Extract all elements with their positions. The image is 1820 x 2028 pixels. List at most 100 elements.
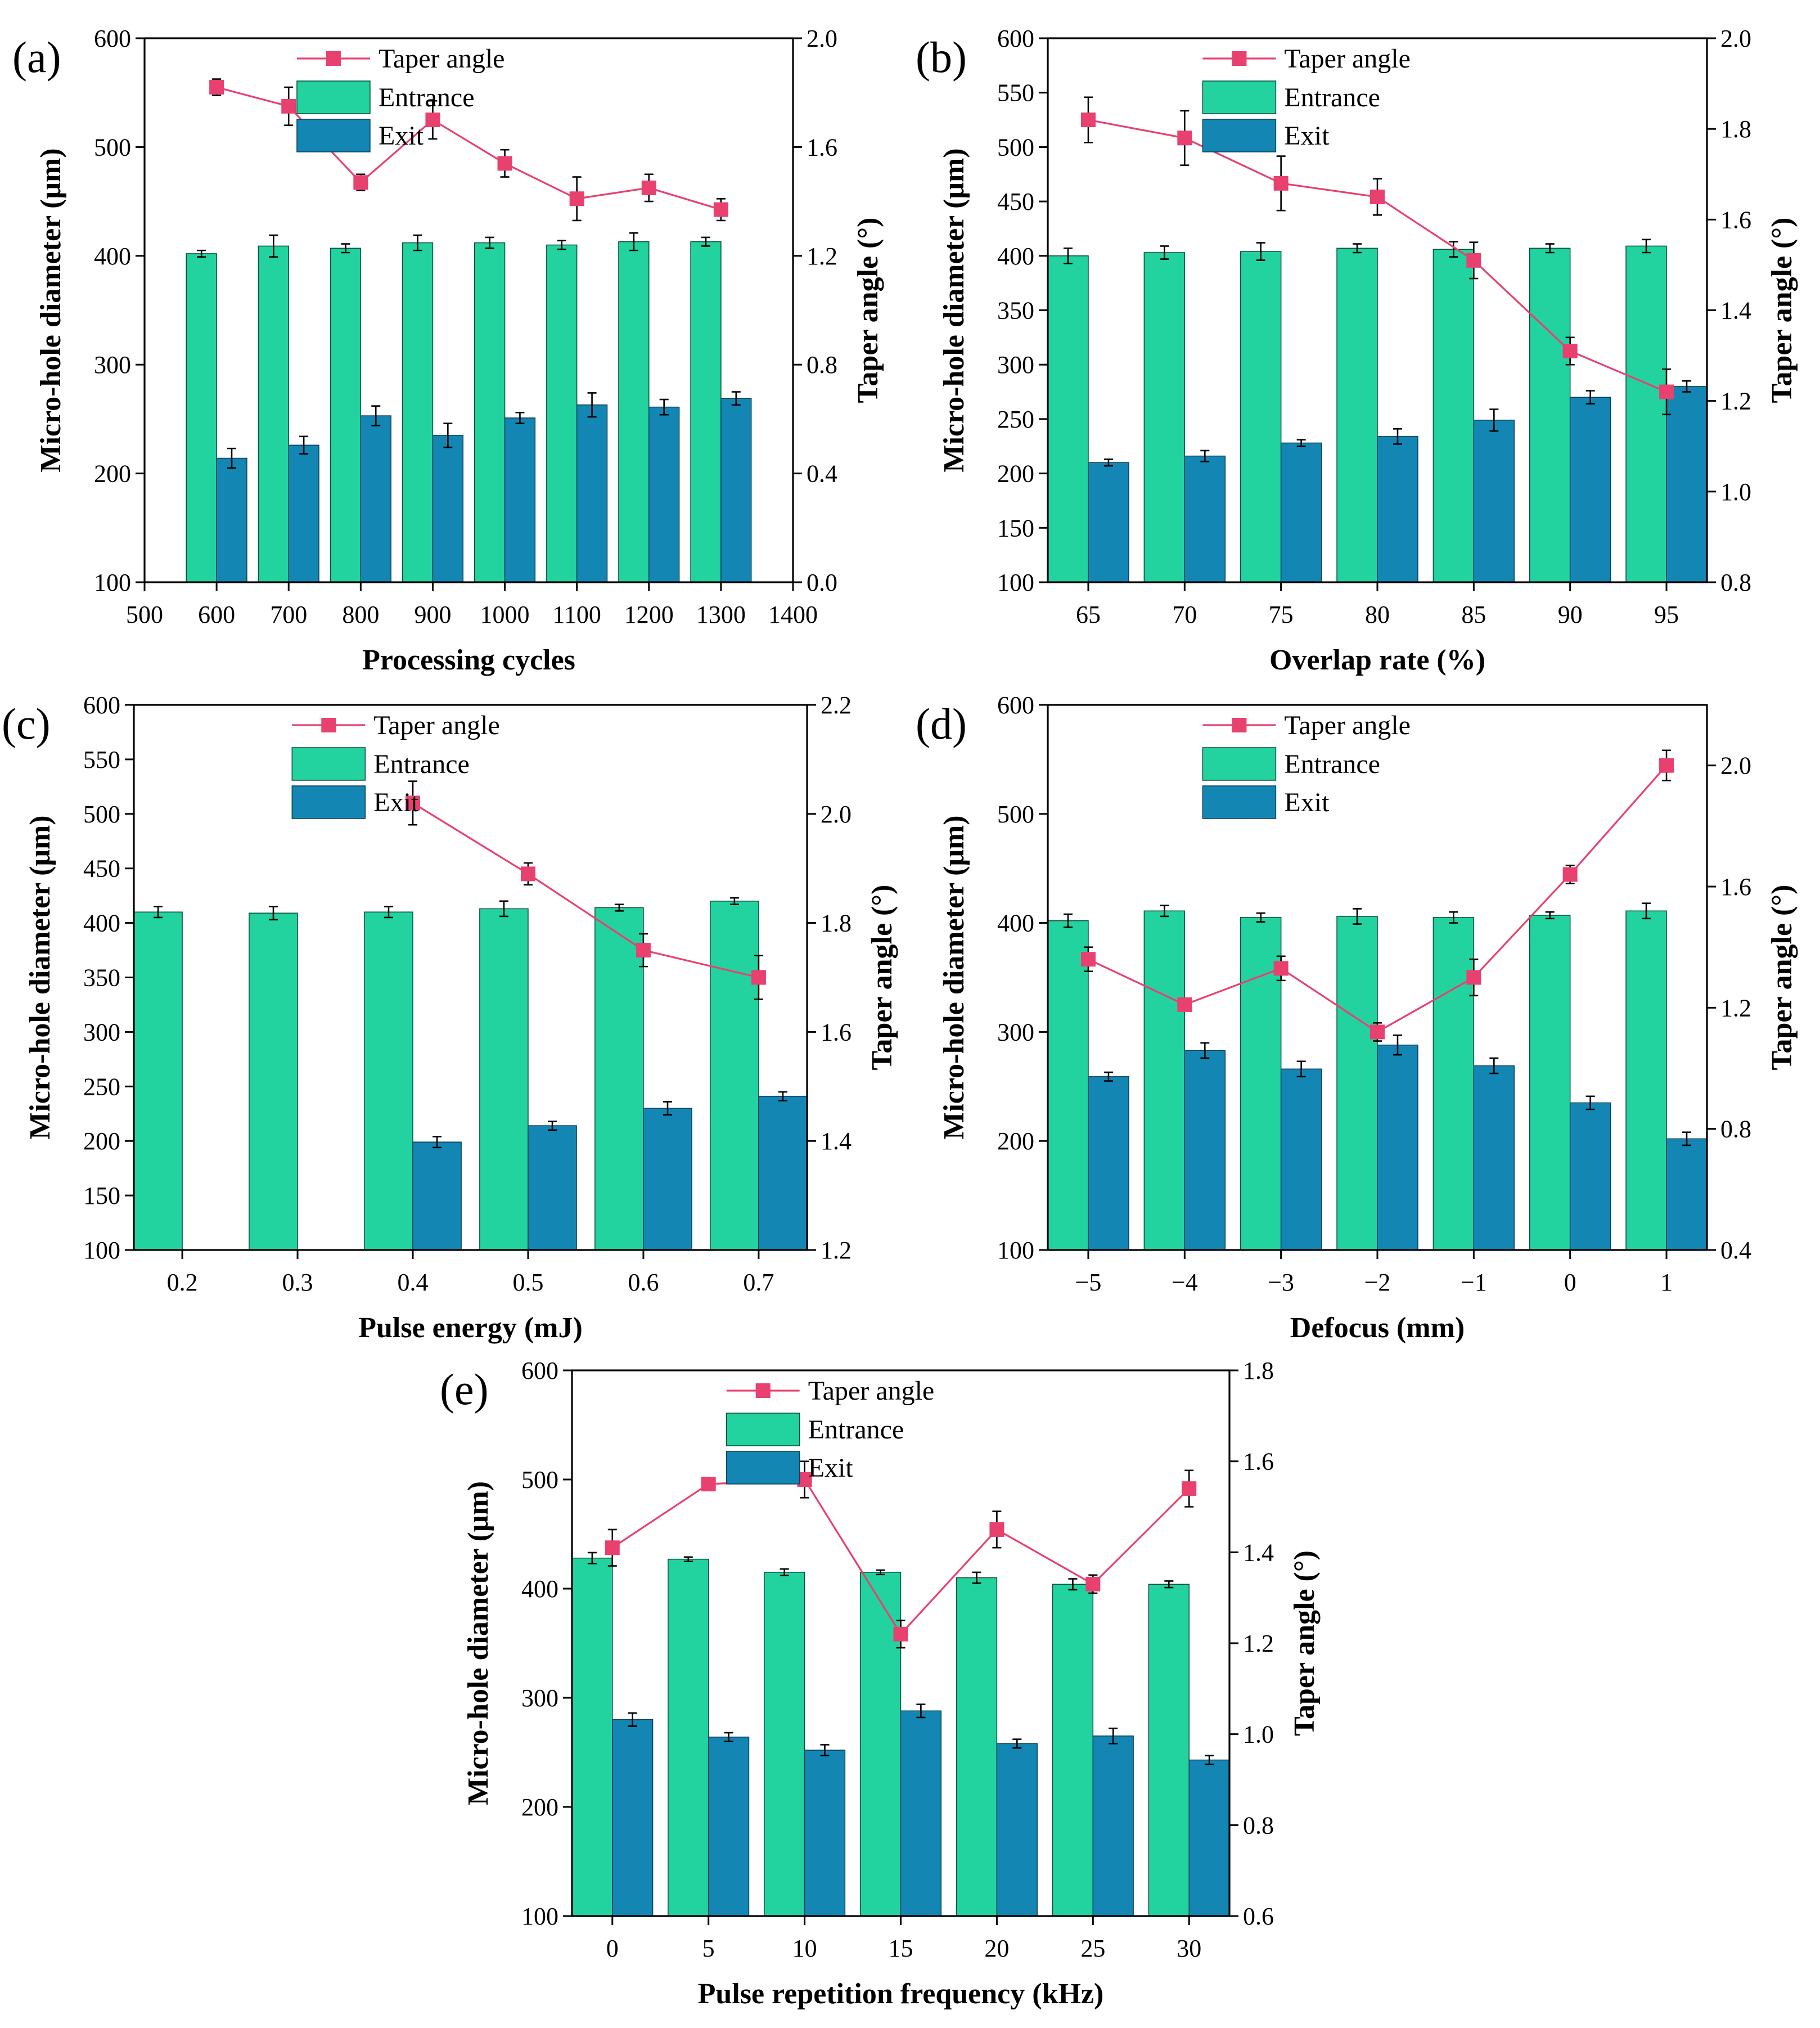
exit-bar-3 [900, 1710, 942, 1917]
taper-angle-point-6 [1659, 758, 1674, 773]
exit-bar-2 [1280, 442, 1322, 583]
legend-exit-swatch [296, 119, 371, 152]
y2-tick-label-2: 0.8 [807, 351, 837, 379]
taper-angle-point-5 [1562, 344, 1578, 359]
exit-bar-5 [1569, 397, 1611, 583]
y2-tick-label-1: 1.0 [1720, 478, 1751, 506]
entrance-bar-2 [764, 1572, 805, 1917]
exit-bar-5 [1569, 1102, 1611, 1251]
taper-angle-point-1 [701, 1477, 716, 1492]
legend: Taper angle Entrance Exit [296, 44, 504, 152]
y-tick-label-10: 600 [83, 691, 120, 719]
x-tick-label-4: 900 [414, 601, 451, 628]
entrance-bar-4 [1432, 917, 1475, 1251]
exit-bar-1 [708, 1737, 750, 1917]
chart-panel-0: 100 200 300 400 500 600 0.0 0.4 0.8 1.2 1.6 2.0 500 6… [12, 25, 884, 676]
taper-angle-point-3 [893, 1626, 908, 1642]
x-tick-label-6: 1100 [552, 601, 601, 628]
entrance-bar-5 [710, 901, 759, 1251]
x-tick-label-5: 25 [1080, 1935, 1105, 1962]
entrance-bar-4 [474, 242, 506, 583]
entrance-bar-5 [1052, 1584, 1094, 1917]
entrance-bar-6 [1625, 910, 1667, 1251]
y-tick-label-3: 400 [94, 242, 131, 270]
panel-label: (a) [12, 33, 61, 82]
y-tick-label-1: 200 [997, 1127, 1034, 1155]
entrance-bar-4 [1432, 249, 1475, 583]
x-tick-label-1: 600 [198, 601, 235, 628]
entrance-bar-3 [1336, 916, 1378, 1251]
y2-tick-label-4: 2.0 [1720, 752, 1751, 780]
taper-angle-point-4 [1466, 970, 1481, 985]
exit-bar-3 [1377, 1044, 1418, 1251]
taper-angle-point-1 [1177, 997, 1192, 1012]
exit-bar-4 [1473, 1065, 1515, 1251]
x-tick-label-3: 80 [1365, 601, 1390, 628]
y-tick-label-5: 350 [997, 297, 1034, 325]
panel-label: (e) [440, 1365, 489, 1414]
taper-angle-point-5 [569, 191, 584, 206]
y-axis-title: Micro-hole diameter (μm) [35, 148, 67, 472]
exit-bar-0 [1088, 1076, 1129, 1251]
y2-tick-label-2: 1.0 [1243, 1721, 1274, 1748]
legend: Taper angle Entrance Exit [291, 711, 500, 819]
y-tick-label-2: 300 [94, 351, 131, 379]
exit-bar-1 [1184, 1050, 1226, 1251]
y-axis-title: Micro-hole diameter (μm) [462, 1481, 494, 1805]
x-tick-label-3: −2 [1364, 1269, 1391, 1296]
x-tick-label-0: 500 [126, 601, 163, 628]
x-axis-title: Pulse energy (mJ) [358, 1312, 583, 1344]
x-tick-label-4: 20 [984, 1935, 1009, 1962]
chart-panel-4: 100 200 300 400 500 600 0.6 0.8 1.0 1.2 1.4 1.6 1.8 0… [440, 1357, 1321, 2010]
y2-tick-label-5: 1.8 [1720, 115, 1751, 143]
taper-angle-point-5 [1085, 1576, 1101, 1591]
legend-entrance-swatch [1202, 747, 1277, 781]
exit-bar-2 [804, 1750, 846, 1917]
exit-bar-3 [1377, 436, 1418, 583]
entrance-bar-4 [956, 1577, 998, 1917]
entrance-bar-6 [1625, 245, 1667, 583]
y-tick-label-2: 200 [997, 460, 1034, 488]
taper-angle-point-3 [1370, 190, 1385, 205]
legend: Taper angle Entrance Exit [726, 1376, 934, 1485]
y2-tick-label-4: 1.6 [1720, 206, 1751, 233]
y-tick-label-3: 250 [83, 1073, 120, 1100]
plot-frame [133, 704, 808, 1251]
taper-angle-point-4 [497, 156, 512, 171]
y-tick-label-8: 500 [997, 133, 1034, 161]
legend-entrance-label: Entrance [1284, 749, 1380, 779]
y-tick-label-1: 150 [997, 514, 1034, 542]
chart-panel-3: 100 200 300 400 500 600 0.4 0.8 1.2 1.6 2.0 −5 −4 −3 −… [916, 691, 1798, 1344]
legend-entrance-label: Entrance [1284, 83, 1380, 113]
exit-bar-0 [1088, 462, 1129, 583]
y-tick-label-4: 500 [521, 1466, 558, 1494]
panel-label: (b) [916, 33, 967, 82]
x-axis-title: Pulse repetition frequency (kHz) [698, 1978, 1104, 2010]
y2-tick-label-2: 1.2 [1720, 994, 1751, 1022]
y-tick-label-0: 100 [997, 1236, 1034, 1264]
x-tick-label-8: 1300 [696, 601, 746, 628]
legend-exit-swatch [726, 1451, 800, 1485]
y-tick-label-3: 400 [521, 1575, 558, 1603]
taper-angle-point-3 [425, 113, 440, 128]
y2-tick-label-1: 0.8 [1720, 1116, 1751, 1143]
exit-bar-7 [720, 398, 752, 583]
y-tick-label-5: 350 [83, 964, 120, 992]
x-tick-label-3: 800 [342, 601, 379, 628]
entrance-bar-1 [668, 1558, 709, 1917]
legend-entrance-swatch [726, 1413, 800, 1446]
y2-tick-label-2: 1.2 [1720, 388, 1751, 415]
entrance-bar-1 [258, 245, 289, 583]
legend-entrance-swatch [296, 80, 371, 114]
legend-taper-marker [1232, 51, 1247, 66]
entrance-bar-5 [1529, 915, 1571, 1251]
y-axis-title: Micro-hole diameter (μm) [938, 148, 970, 472]
legend-entrance-label: Entrance [808, 1415, 904, 1445]
entrance-bar-3 [402, 242, 434, 583]
taper-angle-point-4 [636, 943, 651, 958]
x-tick-label-6: 95 [1654, 601, 1679, 628]
entrance-bar-6 [1148, 1584, 1190, 1917]
x-tick-label-0: −5 [1075, 1269, 1102, 1296]
y2-axis-title: Taper angle (°) [852, 218, 884, 403]
x-tick-label-4: 85 [1461, 601, 1486, 628]
